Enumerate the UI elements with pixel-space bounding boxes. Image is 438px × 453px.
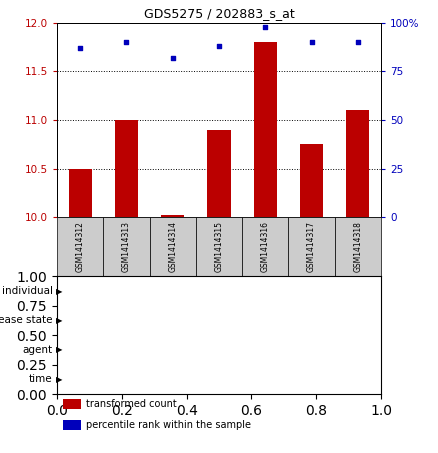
Bar (115, 120, 138, 217)
Text: GSM1414314: GSM1414314 (168, 222, 177, 272)
Point (123, 39, 130, 46)
Bar (254, 42, 277, 217)
Bar (346, 111, 370, 217)
Text: GSM1414317: GSM1414317 (307, 222, 316, 272)
Text: agent: agent (22, 345, 53, 355)
Bar (208, 130, 230, 217)
Bar (64, 420, 81, 429)
Bar (196, 217, 242, 276)
Bar (149, 217, 196, 276)
Bar (242, 306, 381, 335)
Text: GSM1414316: GSM1414316 (261, 222, 270, 272)
Text: GSM1414313: GSM1414313 (122, 222, 131, 272)
Bar (242, 276, 289, 306)
Bar (57, 335, 103, 365)
Text: transformed count: transformed count (86, 399, 177, 410)
Text: disease state: disease state (0, 315, 53, 326)
Text: ruxolini
tib: ruxolini tib (110, 340, 143, 360)
Text: control
subject 2: control subject 2 (294, 281, 329, 301)
Bar (149, 365, 196, 394)
Text: individual: individual (2, 286, 53, 296)
Point (215, 43, 223, 50)
Point (354, 39, 361, 46)
Text: week 12: week 12 (107, 375, 145, 384)
Bar (335, 217, 381, 276)
Point (169, 54, 176, 61)
Text: GSM1414312: GSM1414312 (76, 222, 85, 272)
Text: ▶: ▶ (56, 287, 63, 295)
Point (308, 39, 315, 46)
Bar (161, 216, 184, 217)
Bar (242, 217, 289, 276)
Text: untreat
ed: untreat ed (156, 340, 189, 360)
Text: GSM1414315: GSM1414315 (215, 222, 223, 272)
Text: control
subject 3: control subject 3 (340, 281, 375, 301)
Text: untreat
ed: untreat ed (64, 340, 97, 360)
Bar (103, 217, 149, 276)
Bar (57, 365, 103, 394)
Text: alopecia areata: alopecia areata (109, 315, 190, 326)
Text: time: time (29, 374, 53, 385)
Bar (57, 217, 103, 276)
Text: ▶: ▶ (56, 375, 63, 384)
Bar (300, 145, 323, 217)
Text: week 0: week 0 (295, 375, 328, 384)
Title: GDS5275 / 202883_s_at: GDS5275 / 202883_s_at (144, 7, 294, 20)
Text: GSM1414318: GSM1414318 (353, 222, 362, 272)
Bar (103, 335, 149, 365)
Bar (335, 276, 381, 306)
Text: percentile rank within the sample: percentile rank within the sample (86, 419, 251, 430)
Text: week 0: week 0 (64, 375, 96, 384)
Bar (289, 276, 335, 306)
Text: control
subject 1: control subject 1 (248, 281, 283, 301)
Bar (196, 335, 242, 365)
Point (77, 44, 84, 52)
Text: ▶: ▶ (56, 346, 63, 354)
Bar (57, 306, 242, 335)
Bar (289, 217, 335, 276)
Text: patient 2: patient 2 (172, 286, 219, 296)
Point (262, 23, 269, 30)
Bar (242, 335, 381, 365)
Text: normal: normal (293, 315, 330, 326)
Bar (57, 276, 149, 306)
Bar (64, 400, 81, 409)
Text: ▶: ▶ (56, 316, 63, 325)
Bar (149, 276, 242, 306)
Text: untreated: untreated (289, 346, 334, 354)
Bar (149, 335, 196, 365)
Bar (103, 365, 149, 394)
Text: week 0: week 0 (156, 375, 189, 384)
Text: patient 1: patient 1 (80, 286, 127, 296)
Text: ruxolini
tib: ruxolini tib (202, 340, 236, 360)
Text: week 12: week 12 (200, 375, 238, 384)
Bar (242, 365, 381, 394)
Bar (68, 169, 92, 217)
Bar (196, 365, 242, 394)
